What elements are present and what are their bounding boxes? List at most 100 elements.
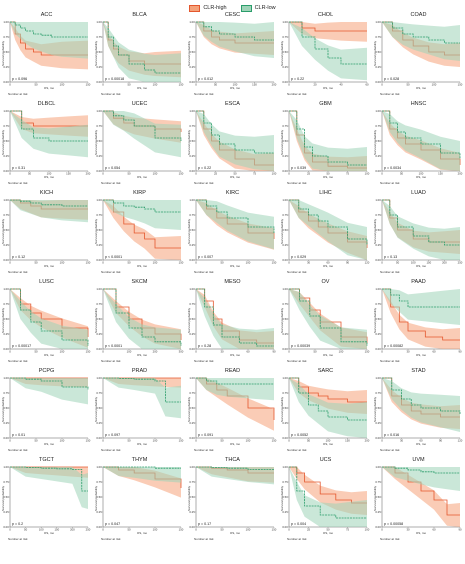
x-axis-label: OS, mo (137, 86, 148, 90)
x-tick-label: 50 (34, 350, 38, 354)
km-panel-tgct: 0.00 0.25 0.50 0.75 1.00 0 50 100 150 200 250 OS, m… (0, 457, 93, 564)
y-tick-label: 0.00 (375, 169, 381, 173)
panel-title: OV (321, 279, 330, 285)
x-tick-label: 100 (153, 439, 158, 443)
km-panel-coad: 0.00 0.25 0.50 0.75 1.00 0 50 100 150 OS, mo p = 0… (372, 12, 465, 119)
km-panel-prad: 0.00 0.25 0.50 0.75 1.00 0 50 100 150 OS, mo p = 0… (93, 368, 186, 475)
y-tick-label: 0.00 (189, 258, 195, 262)
y-tick-label: 1.00 (96, 109, 102, 113)
p-value-label: p = 0.096 (12, 77, 27, 81)
x-axis-label: OS, mo (323, 86, 334, 90)
x-axis-label: OS, mo (323, 442, 334, 446)
low-survival-curve (10, 466, 88, 492)
low-survival-curve (289, 199, 368, 245)
x-axis-label: OS, mo (137, 175, 148, 179)
panel-title: KIRC (225, 190, 240, 196)
km-panel-kirp: 0.00 0.25 0.50 0.75 1.00 0 50 100 150 OS, mo p < 0… (93, 190, 186, 297)
x-axis-label: OS, mo (137, 353, 148, 357)
y-tick-label: 0.00 (282, 80, 288, 84)
y-tick-label: 0.75 (282, 35, 288, 39)
km-panel-lusc: 0.00 0.25 0.50 0.75 1.00 0 50 100 150 OS, mo p = 0… (0, 279, 93, 386)
low-survival-curve (196, 377, 274, 385)
number-at-risk-title: Number at risk (8, 537, 28, 541)
low-ci-band (289, 467, 367, 527)
panel-title: UCS (319, 457, 332, 463)
y-tick-label: 1.00 (3, 198, 9, 202)
x-tick-label: 200 (153, 350, 158, 354)
y-tick-label: 0.50 (282, 406, 288, 410)
x-tick-label: 30 (400, 439, 404, 443)
x-tick-label: 100 (432, 83, 437, 87)
number-at-risk-title: Number at risk (287, 181, 307, 185)
km-plot: 0.00 0.25 0.50 0.75 1.00 0 50 100 150 OS, mo p < 0… (96, 198, 183, 268)
p-value-label: p = 0.0052 (291, 433, 308, 437)
number-at-risk-title: Number at risk (8, 270, 28, 274)
y-tick-label: 0.25 (375, 510, 381, 514)
y-axis-label: Survival probability (1, 218, 5, 244)
low-ci-band (10, 111, 88, 158)
y-tick-label: 0.00 (282, 436, 288, 440)
y-tick-label: 0.75 (96, 35, 102, 39)
y-tick-label: 0.00 (189, 347, 195, 351)
x-tick-label: 60 (326, 261, 330, 265)
km-plot: 0.00 0.25 0.50 0.75 1.00 0 50 100 150 200 OS, mo p … (375, 109, 462, 179)
x-tick-label: 30 (220, 350, 224, 354)
panel-title: MESO (224, 279, 241, 285)
panel-title: PAAD (411, 279, 426, 285)
y-tick-label: 0.75 (3, 391, 9, 395)
p-value-label: p = 0.2 (12, 522, 23, 526)
panel-title: BLCA (132, 12, 147, 18)
km-panel-kich: 0.00 0.25 0.50 0.75 1.00 0 50 100 150 OS, mo p = 0… (0, 190, 93, 297)
y-tick-label: 0.75 (189, 35, 195, 39)
y-tick-label: 1.00 (3, 465, 9, 469)
x-tick-label: 120 (458, 439, 463, 443)
y-tick-label: 0.25 (96, 65, 102, 69)
y-tick-label: 0.25 (96, 243, 102, 247)
low-survival-curve (10, 199, 88, 207)
x-tick-label: 100 (60, 439, 65, 443)
low-survival-curve (289, 21, 367, 65)
p-value-label: p = 0.029 (291, 255, 306, 259)
y-tick-label: 0.25 (375, 65, 381, 69)
p-value-label: p = 0.091 (198, 433, 213, 437)
y-tick-label: 0.25 (282, 421, 288, 425)
x-tick-label: 150 (179, 172, 184, 176)
y-tick-label: 0.75 (375, 124, 381, 128)
x-axis-label: OS, mo (416, 353, 427, 357)
y-tick-label: 0.00 (3, 80, 9, 84)
y-axis-label: Survival probability (280, 218, 284, 244)
p-value-label: p < 0.0001 (105, 344, 122, 348)
y-tick-label: 0.00 (282, 525, 288, 529)
x-tick-label: 60 (419, 439, 423, 443)
y-tick-label: 0.25 (3, 65, 9, 69)
number-at-risk-title: Number at risk (380, 270, 400, 274)
x-tick-label: 100 (127, 350, 132, 354)
y-tick-label: 0.25 (282, 65, 288, 69)
x-tick-label: 0 (381, 172, 383, 176)
x-tick-label: 90 (458, 350, 462, 354)
x-axis-label: OS, mo (416, 86, 427, 90)
legend-high-label: CLR-high (203, 5, 227, 11)
y-axis-label: Survival probability (187, 485, 191, 511)
x-axis-label: OS, mo (44, 531, 55, 535)
p-value-label: p = 0.22 (291, 77, 304, 81)
number-at-risk-title: Number at risk (8, 448, 28, 452)
y-axis-label: Survival probability (280, 40, 284, 66)
y-tick-label: 0.00 (3, 347, 9, 351)
p-value-label: p = 0.17 (198, 522, 211, 526)
x-tick-label: 200 (86, 172, 91, 176)
x-tick-label: 0 (102, 261, 104, 265)
x-axis-label: OS, mo (323, 264, 334, 268)
low-survival-curve (196, 466, 275, 470)
x-tick-label: 40 (339, 83, 343, 87)
x-tick-label: 100 (153, 261, 158, 265)
x-tick-label: 50 (326, 172, 330, 176)
y-tick-label: 0.75 (189, 213, 195, 217)
x-tick-label: 200 (365, 439, 370, 443)
y-axis-label: Survival probability (1, 40, 5, 66)
y-tick-label: 1.00 (189, 287, 195, 291)
x-tick-label: 0 (9, 172, 11, 176)
y-tick-label: 0.00 (96, 169, 102, 173)
y-tick-label: 0.50 (375, 495, 381, 499)
low-ci-band (103, 378, 181, 419)
